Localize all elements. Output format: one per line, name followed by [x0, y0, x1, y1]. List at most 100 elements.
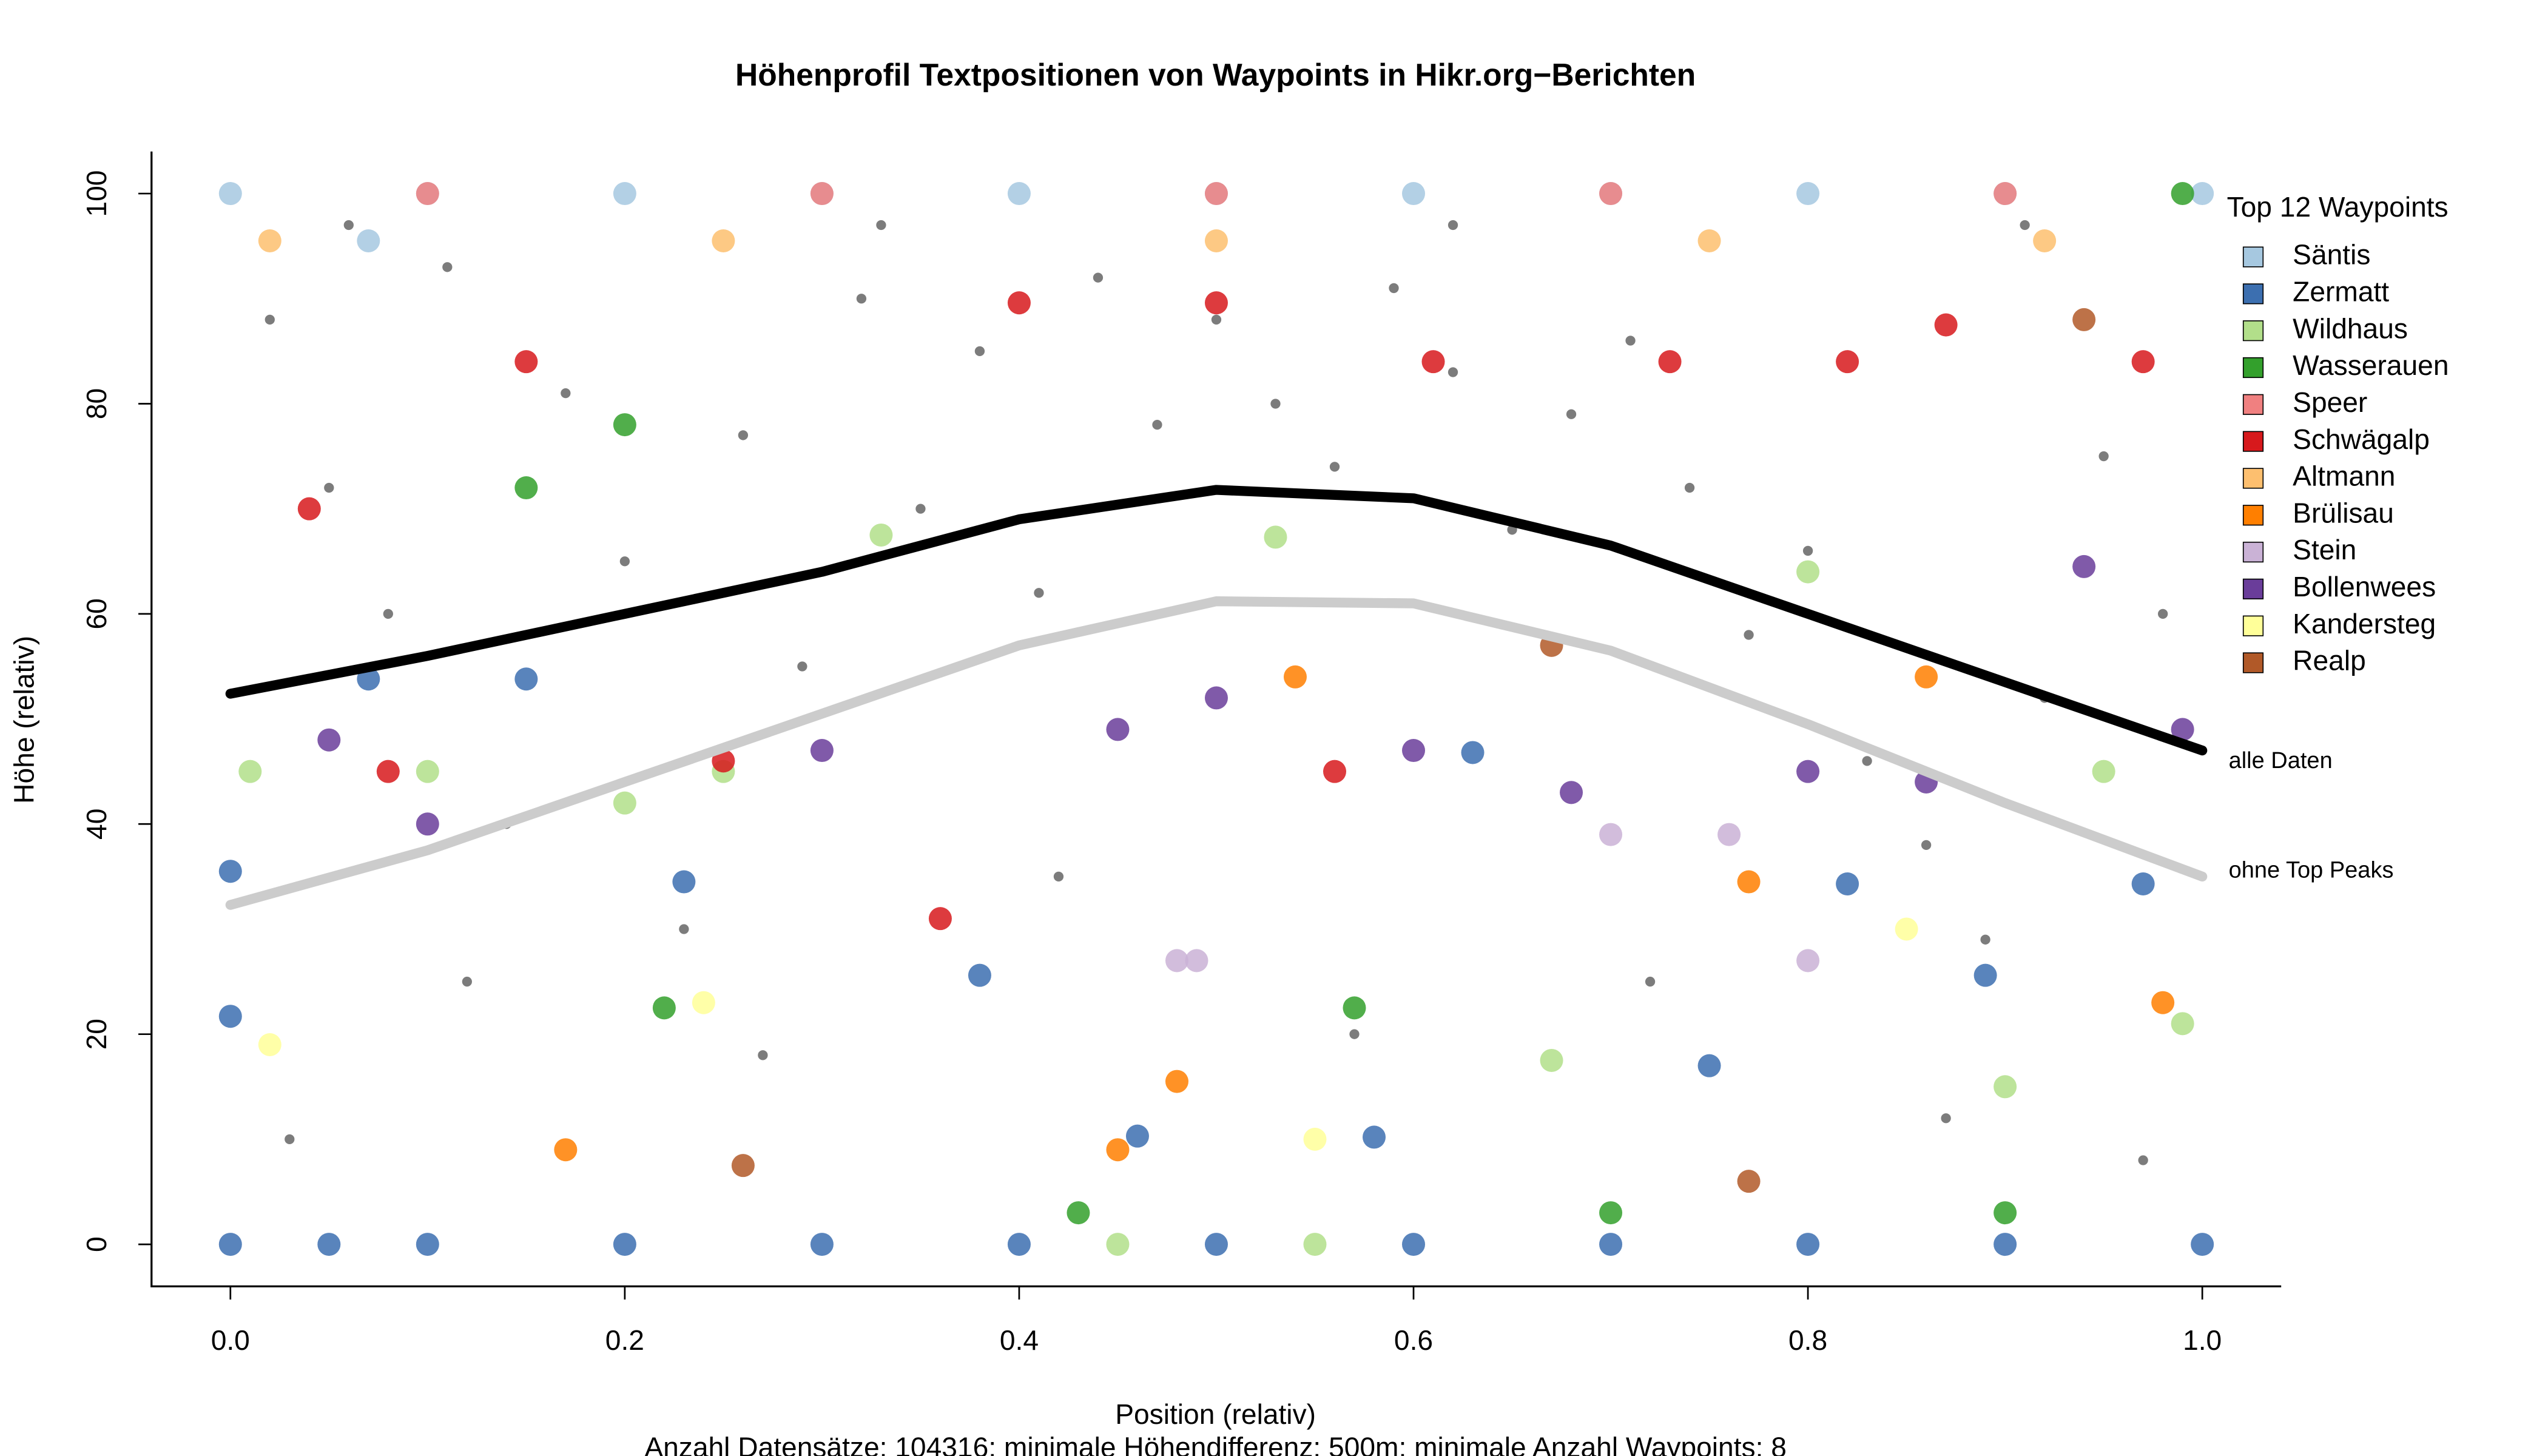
point [1895, 917, 1918, 941]
x-tick-label: 0.8 [1788, 1324, 1827, 1356]
point [1802, 545, 1813, 556]
point [1836, 872, 1859, 896]
point [1697, 229, 1721, 253]
point [218, 1005, 242, 1028]
point [343, 220, 354, 231]
legend-label: Schwägalp [2293, 423, 2430, 455]
point [1283, 665, 1307, 689]
point [797, 661, 807, 672]
point [869, 523, 893, 547]
point [1994, 1075, 2017, 1099]
y-tick-label: 20 [81, 1019, 112, 1050]
x-tick-label: 0.2 [605, 1324, 644, 1356]
point [416, 182, 439, 206]
point [810, 1233, 834, 1256]
legend-swatch [2242, 468, 2264, 489]
legend-swatch [2242, 320, 2264, 342]
point [1599, 1233, 1623, 1256]
point [285, 1134, 295, 1145]
point [1053, 871, 1064, 882]
point [738, 430, 749, 440]
point [2151, 991, 2175, 1014]
legend-swatch [2242, 283, 2264, 305]
point [376, 760, 400, 783]
legend-swatch [2242, 541, 2264, 563]
legend-title: Top 12 Waypoints [2227, 191, 2449, 223]
point [1994, 1233, 2017, 1256]
point [514, 350, 538, 374]
trend-line [225, 485, 2208, 756]
legend-label: Bollenwees [2293, 571, 2436, 602]
point [1973, 963, 1997, 987]
point [856, 294, 867, 304]
point [2131, 350, 2155, 374]
y-tick-label: 80 [81, 388, 112, 419]
x-tick-label: 0.4 [1000, 1324, 1039, 1356]
point [1994, 1201, 2017, 1225]
x-tick-label: 0.0 [211, 1324, 250, 1356]
x-tick-label: 1.0 [2183, 1324, 2222, 1356]
legend-label: Altmann [2293, 460, 2395, 492]
point [1402, 739, 1426, 763]
point [1796, 560, 1820, 584]
point [1599, 182, 1623, 206]
point [1349, 1029, 1360, 1039]
point [1106, 1233, 1130, 1256]
point [1152, 419, 1162, 430]
point [1185, 949, 1208, 972]
footnote: Anzahl Datensätze: 104316; minimale Höhe… [644, 1431, 1787, 1456]
point [1303, 1127, 1327, 1151]
point [258, 229, 281, 253]
line-label: alle Daten [2229, 748, 2333, 774]
legend-swatch [2242, 431, 2264, 452]
point [1106, 1138, 1130, 1162]
point [672, 870, 696, 894]
point [1034, 588, 1044, 598]
point [1448, 220, 1458, 231]
point [561, 388, 571, 399]
legend-label: Säntis [2293, 239, 2370, 271]
point [1204, 182, 1228, 206]
point [1560, 781, 1583, 804]
point [1461, 741, 1485, 764]
point [731, 1154, 755, 1178]
point [2138, 1155, 2148, 1165]
point [514, 476, 538, 500]
point [1717, 823, 1741, 846]
point [1915, 665, 1938, 689]
point [1921, 840, 1932, 851]
point [619, 556, 630, 567]
point [218, 1233, 242, 1256]
legend-label: Zermatt [2293, 276, 2389, 308]
point [317, 728, 341, 752]
point [1599, 823, 1623, 846]
point [2072, 554, 2096, 578]
point [2072, 308, 2096, 331]
y-tick-label: 100 [81, 170, 112, 217]
point [1625, 335, 1636, 346]
point [324, 482, 334, 493]
point [258, 1033, 281, 1057]
point [810, 182, 834, 206]
point [1980, 934, 1990, 945]
point [1645, 976, 1656, 987]
y-tick-label: 60 [81, 598, 112, 629]
point [652, 996, 676, 1020]
legend-swatch [2242, 505, 2264, 526]
point [1448, 367, 1458, 377]
point [416, 1233, 439, 1256]
point [1264, 525, 1287, 549]
point [1211, 314, 1222, 325]
legend-label: Brülisau [2293, 497, 2394, 528]
point [297, 497, 321, 521]
point [2158, 608, 2168, 619]
point [2020, 220, 2030, 231]
point [1402, 182, 1426, 206]
point [1106, 718, 1130, 741]
point [416, 812, 439, 836]
point [1204, 229, 1228, 253]
point [679, 924, 689, 934]
point [357, 229, 380, 253]
